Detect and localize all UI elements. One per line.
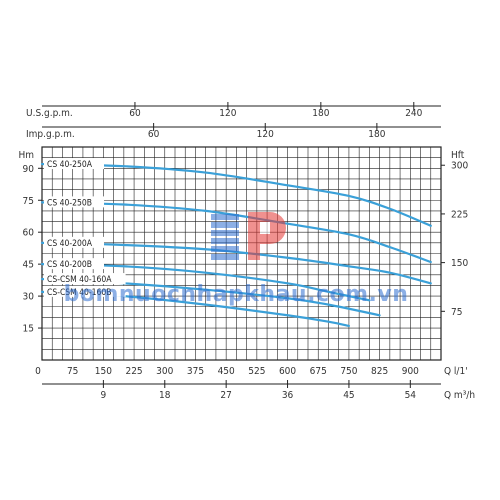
m3h-tick-label: 9 (101, 390, 107, 401)
m3h-tick-label: 27 (220, 390, 231, 401)
bottom-tick-label: 225 (125, 366, 142, 377)
curve-cs-40-250a: CS 40-250A (40, 158, 432, 227)
curve-line (40, 241, 432, 285)
bottom-tick-label: 525 (248, 366, 265, 377)
top-tick-label: 180 (312, 108, 329, 119)
left-tick-label: 60 (23, 228, 35, 239)
plot-frame (41, 146, 442, 361)
m3h-tick-label: 54 (405, 390, 417, 401)
right-axis-label: Hft (451, 150, 465, 161)
curve-label: CS-CSM 40-160B (47, 288, 112, 298)
left-axis-label: Hm (18, 150, 34, 161)
top-axis-label: U.S.g.p.m. (26, 108, 73, 119)
right-tick-label: 300 (451, 161, 468, 172)
bottom-tick-label: 150 (95, 366, 112, 377)
bottom-tick-label: 675 (310, 366, 327, 377)
curve-line (40, 162, 432, 227)
left-tick-label: 15 (23, 324, 34, 335)
curve-line (40, 263, 371, 302)
bottom-tick-label: 0 (35, 366, 41, 377)
curve-label: CS 40-200B (47, 260, 92, 270)
top-tick-label: 120 (257, 129, 274, 140)
watermark-text: bomnuocnhapkhau.com.vn (64, 282, 409, 307)
top-tick-label: 120 (219, 108, 236, 119)
bottom-tick-label: 900 (402, 366, 419, 377)
top-tick-label: 240 (405, 108, 422, 119)
m3h-tick-label: 18 (159, 390, 171, 401)
curve-label-bg (44, 258, 104, 270)
curve-label: CS 40-250B (47, 198, 92, 208)
top-axis-label: Imp.g.p.m. (26, 129, 75, 140)
curve-cs-40-200a: CS 40-200A (40, 236, 432, 285)
curve-cs-csm-40-160b: CS-CSM 40-160B (40, 285, 351, 328)
top-tick-label: 180 (368, 129, 385, 140)
curve-cs-40-200b: CS 40-200B (40, 258, 371, 302)
lp-logo (211, 212, 286, 260)
curve-label-bg (44, 236, 104, 248)
bottom-tick-label: 375 (187, 366, 204, 377)
top-tick-label: 60 (148, 129, 160, 140)
bottom-tick-label: 825 (371, 366, 388, 377)
top-tick-label: 60 (129, 108, 141, 119)
axis-frames (41, 105, 442, 385)
right-tick-label: 150 (451, 258, 468, 269)
left-tick-label: 45 (23, 260, 34, 271)
bottom-tick-label: 300 (156, 366, 173, 377)
left-tick-label: 90 (23, 164, 35, 175)
m3h-tick-label: 36 (282, 390, 294, 401)
bottom-tick-label: 75 (67, 366, 78, 377)
left-tick-label: 75 (23, 196, 34, 207)
bottom-tick-label: 600 (279, 366, 296, 377)
curve-label: CS 40-200A (47, 239, 93, 249)
curve-label-bg (44, 273, 126, 285)
right-tick-label: 75 (451, 307, 462, 318)
right-tick-label: 225 (451, 209, 468, 220)
curve-label-bg (44, 158, 104, 170)
bottom-tick-label: 750 (340, 366, 357, 377)
curve-cs-csm-40-160a: CS-CSM 40-160A (40, 273, 381, 317)
curve-label-bg (44, 285, 126, 297)
bottom-axis-label-m3h: Q m³/h (444, 390, 475, 401)
curve-label-bg (44, 196, 104, 208)
curve-label: CS 40-250A (47, 160, 93, 170)
bottom-tick-label: 450 (218, 366, 235, 377)
m3h-tick-label: 45 (343, 390, 354, 401)
left-tick-label: 30 (23, 292, 35, 303)
bottom-axis-label: Q l/1' (444, 366, 468, 377)
curve-label: CS-CSM 40-160A (47, 275, 112, 285)
